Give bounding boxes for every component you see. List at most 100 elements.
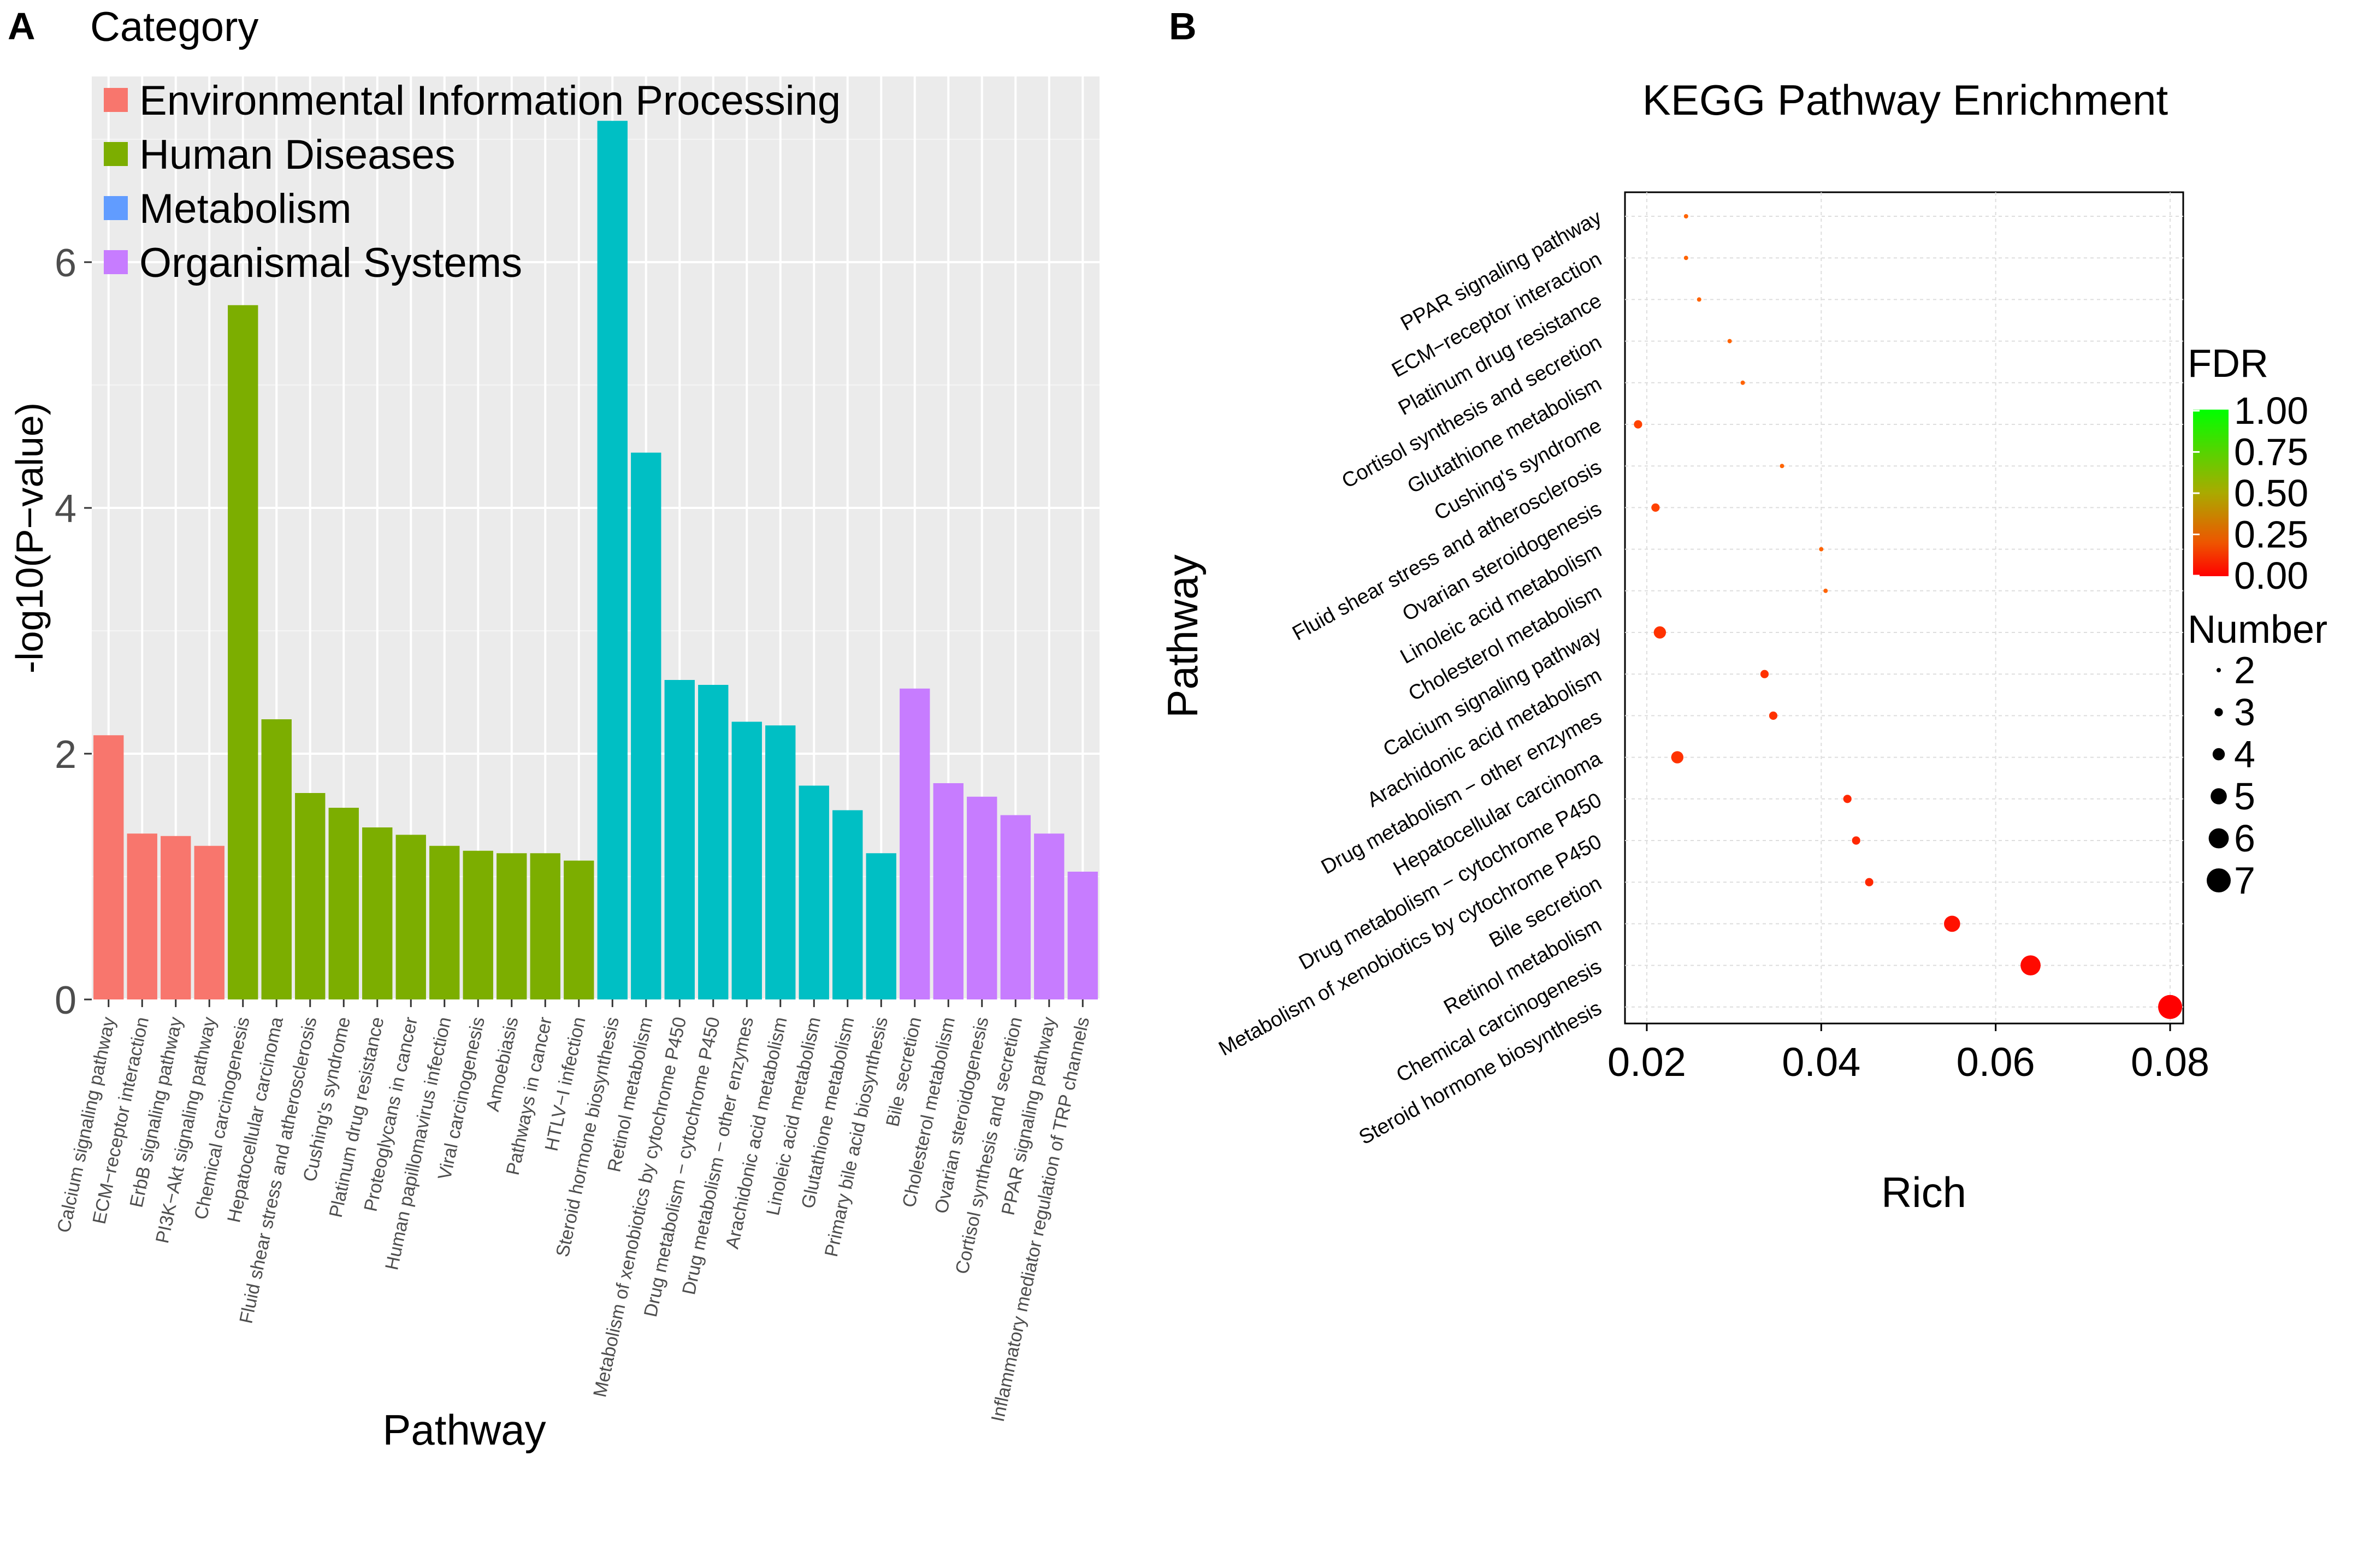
bar [161,836,191,999]
data-point [1944,915,1960,932]
bar [261,719,292,999]
color-tick-label: 1.00 [2234,389,2308,432]
data-point [1852,836,1860,845]
bar [664,680,695,999]
y-tick-label: 4 [55,487,76,531]
size-legend-label: 2 [2234,649,2255,691]
size-legend-dot [2217,668,2221,672]
y-tick-label: 6 [55,241,76,285]
bar [194,845,224,999]
bar [328,808,359,999]
data-point [1651,503,1660,512]
size-legend-dot [2207,868,2231,892]
bar [731,721,762,999]
bar [933,783,964,999]
data-point [1671,751,1684,764]
legend-label: Metabolism [139,186,352,232]
fdr-color-legend: FDR 1.000.750.500.250.00 [2188,342,2308,597]
size-legend-label: 4 [2234,733,2255,776]
x-tick-label: 0.02 [1608,1039,1686,1085]
bar [429,845,460,999]
size-legend-dot [2214,708,2223,717]
bar [900,688,930,999]
x-tick-label: 0.08 [2131,1039,2209,1085]
data-point [1760,670,1769,678]
bar [631,452,661,999]
color-tick-label: 0.50 [2234,472,2308,514]
plot-b-panel [1624,191,2184,1025]
scatter-chart-panel-b: KEGG Pathway Enrichment 0.02 0.04 0.06 0.08… [1159,76,2327,1216]
bar [295,793,326,999]
color-tick-label: 0.75 [2234,431,2308,474]
data-point [1653,626,1666,639]
bar [866,853,896,999]
size-legend-label: 7 [2234,859,2255,902]
legend-a-title: Category [90,4,258,50]
size-legend-label: 5 [2234,775,2255,818]
data-point [1683,256,1688,261]
legend-label: Organismal Systems [139,240,522,286]
legend-key [104,250,128,274]
plot-b-title: KEGG Pathway Enrichment [1642,76,2168,124]
plot-b-y-axis-label: Pathway [1159,554,1207,718]
legend-key [104,196,128,220]
x-tick-label: Amoebiasis [482,1015,523,1114]
x-tick-label: 0.04 [1782,1039,1860,1085]
legend-key [104,88,128,112]
plot-a-y-ticks: 0 2 4 6 [55,241,92,1022]
bar [597,121,628,999]
size-legend-dot [2208,828,2229,849]
plot-b-x-ticks: 0.02 0.04 0.06 0.08 [1608,1023,2209,1085]
bar [362,827,393,999]
bar [1067,872,1098,999]
data-point [1727,339,1732,344]
data-point [1740,380,1745,385]
legend-key [104,142,128,166]
data-point [1843,795,1852,803]
size-legend-label: 3 [2234,691,2255,733]
size-legend-dot [2212,748,2225,761]
legend-label: Environmental Information Processing [139,78,841,124]
plot-a-bars [93,121,1098,999]
bar [1034,833,1065,999]
plot-b-points [1634,214,2183,1019]
bar [228,305,258,999]
bar [463,850,493,999]
data-point [2158,995,2183,1019]
bar [530,853,560,999]
data-point [1780,464,1784,469]
bar [832,810,863,999]
data-point [1769,711,1778,720]
bar [967,796,997,999]
plot-a-background [92,76,1100,999]
data-point [2020,955,2041,975]
bar [1000,815,1031,999]
bar [127,833,157,999]
panel-b-label: B [1169,5,1197,48]
bar [93,735,124,999]
data-point [1823,588,1828,593]
size-legend-label: 6 [2234,817,2255,860]
data-point [1865,878,1874,886]
data-point [1697,297,1701,302]
bar [799,785,829,999]
bar [395,835,426,999]
plot-a-x-axis-label: Pathway [382,1406,546,1454]
bar [698,685,729,999]
plot-a-legend: Category Environmental Information Proce… [90,4,841,286]
bar [765,725,796,999]
y-tick-label: 0 [55,979,76,1022]
panel-a-label: A [8,5,36,48]
plot-b-gridlines [1625,192,2183,1023]
data-point [1634,420,1642,429]
bar-chart-panel-a: 0 2 4 6 Calcium signaling pathwayECM−recept… [8,4,1100,1454]
bar [564,860,594,999]
plot-a-y-axis-label: -log10(P−value) [8,403,51,673]
data-point [1683,214,1688,218]
legend-label: Human Diseases [139,132,456,178]
y-tick-label: 2 [55,733,76,777]
